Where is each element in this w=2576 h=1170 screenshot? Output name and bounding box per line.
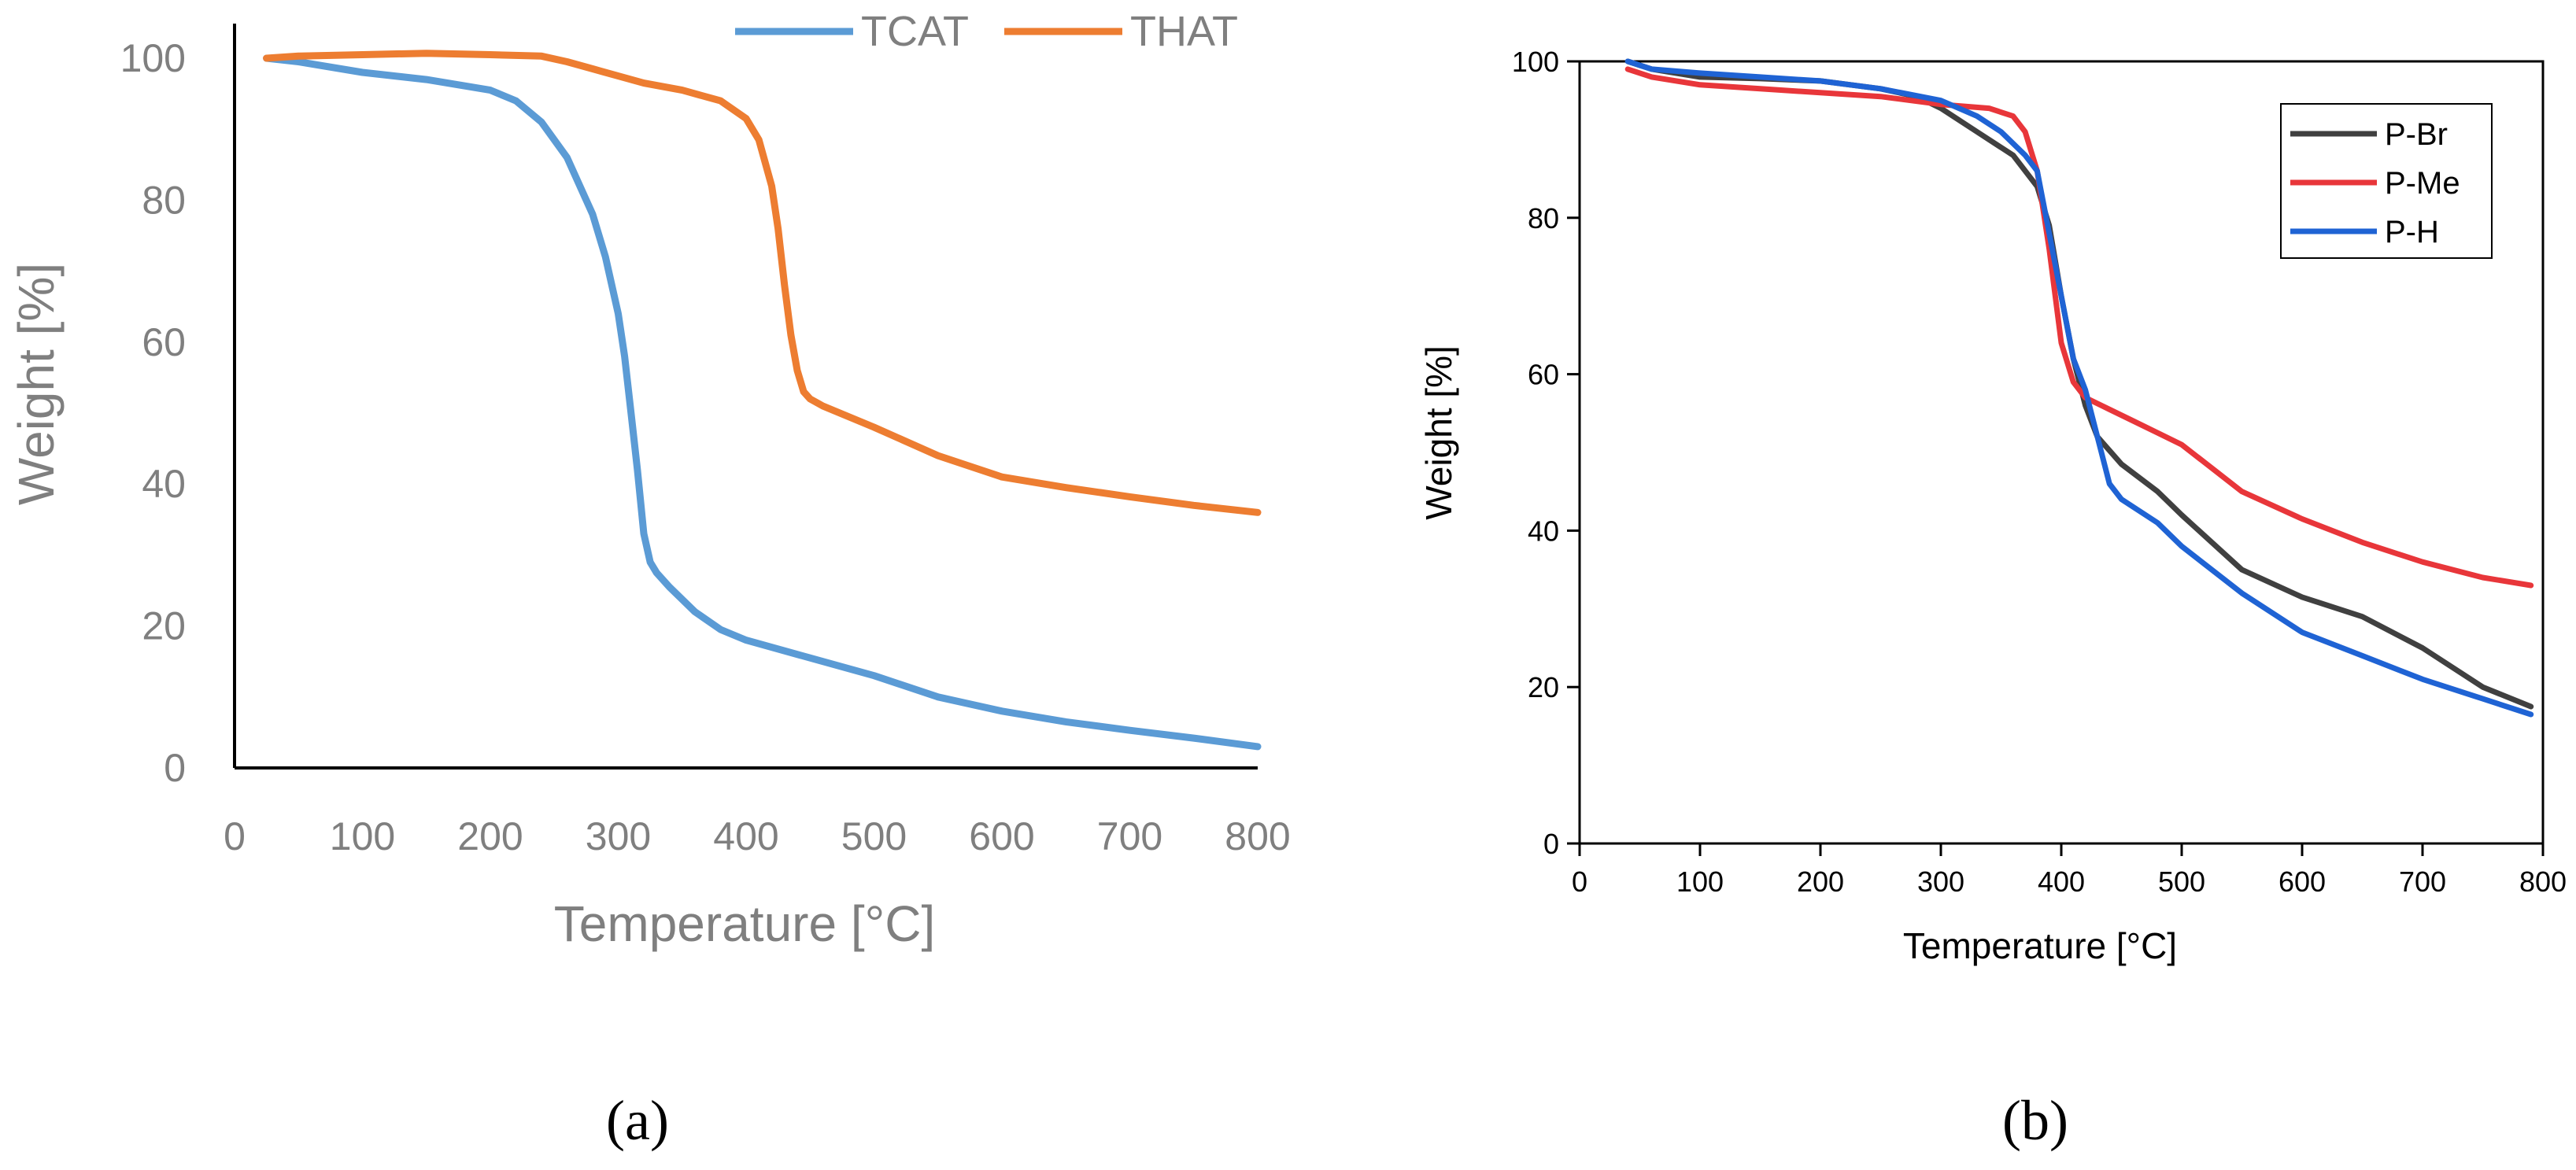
x-tick-label-a: 100: [330, 814, 395, 858]
panel-label-a: (a): [606, 1089, 669, 1152]
legend-label-p-h: P-H: [2385, 215, 2439, 249]
x-tick-label-a: 800: [1225, 814, 1290, 858]
x-tick-label-a: 200: [457, 814, 523, 858]
y-tick-label-b: 20: [1528, 671, 1559, 703]
x-tick-label-b: 200: [1797, 866, 1844, 898]
x-axis-label-a: Temperature [°C]: [554, 895, 935, 952]
series-line-p-me: [1624, 66, 2534, 589]
x-tick-label-b: 500: [2158, 866, 2205, 898]
x-tick-label-b: 300: [1917, 866, 1964, 898]
legend-label-that: THAT: [1130, 8, 1238, 55]
series-line-p-h: [1624, 58, 2534, 718]
y-axis-label-a: Weight [%]: [8, 263, 65, 505]
x-tick-label-b: 0: [1572, 866, 1587, 898]
y-tick-label-b: 80: [1528, 202, 1559, 234]
x-tick-label-b: 800: [2519, 866, 2567, 898]
y-tick-label-a: 0: [164, 746, 186, 790]
panel-a: Weight [%] Temperature [°C] (a) 0 20 40 60 8…: [8, 8, 1291, 1152]
panel-b: Weight [%] Temperature [°C] (b) 0 20 40 60 8…: [1418, 46, 2567, 1152]
series-line-tcat: [263, 54, 1262, 751]
y-axis-label-b: Weight [%]: [1418, 345, 1459, 520]
x-tick-label-b: 400: [2038, 866, 2085, 898]
series-line-that: [263, 50, 1262, 516]
x-tick-label-a: 300: [586, 814, 651, 858]
x-tick-label-a: 700: [1097, 814, 1162, 858]
y-tick-label-a: 60: [142, 320, 186, 364]
y-tick-label-b: 40: [1528, 515, 1559, 547]
legend-label-p-me: P-Me: [2385, 166, 2460, 201]
y-tick-label-a: 80: [142, 178, 186, 222]
y-tick-label-b: 60: [1528, 359, 1559, 391]
y-tick-label-b: 100: [1512, 46, 1559, 78]
y-tick-label-b: 0: [1543, 828, 1559, 860]
y-tick-label-a: 40: [142, 462, 186, 506]
y-tick-label-a: 100: [120, 36, 186, 80]
panel-label-b: (b): [2002, 1089, 2068, 1152]
x-axis-label-b: Temperature [°C]: [1903, 925, 2177, 966]
x-tick-label-a: 0: [224, 814, 246, 858]
legend-label-tcat: TCAT: [861, 8, 969, 55]
x-tick-label-a: 500: [841, 814, 907, 858]
x-tick-label-b: 100: [1676, 866, 1724, 898]
x-tick-label-a: 400: [713, 814, 778, 858]
y-tick-label-a: 20: [142, 604, 186, 648]
x-tick-label-b: 600: [2278, 866, 2326, 898]
x-tick-label-b: 700: [2399, 866, 2446, 898]
x-tick-label-a: 600: [969, 814, 1034, 858]
legend-label-p-br: P-Br: [2385, 117, 2448, 152]
